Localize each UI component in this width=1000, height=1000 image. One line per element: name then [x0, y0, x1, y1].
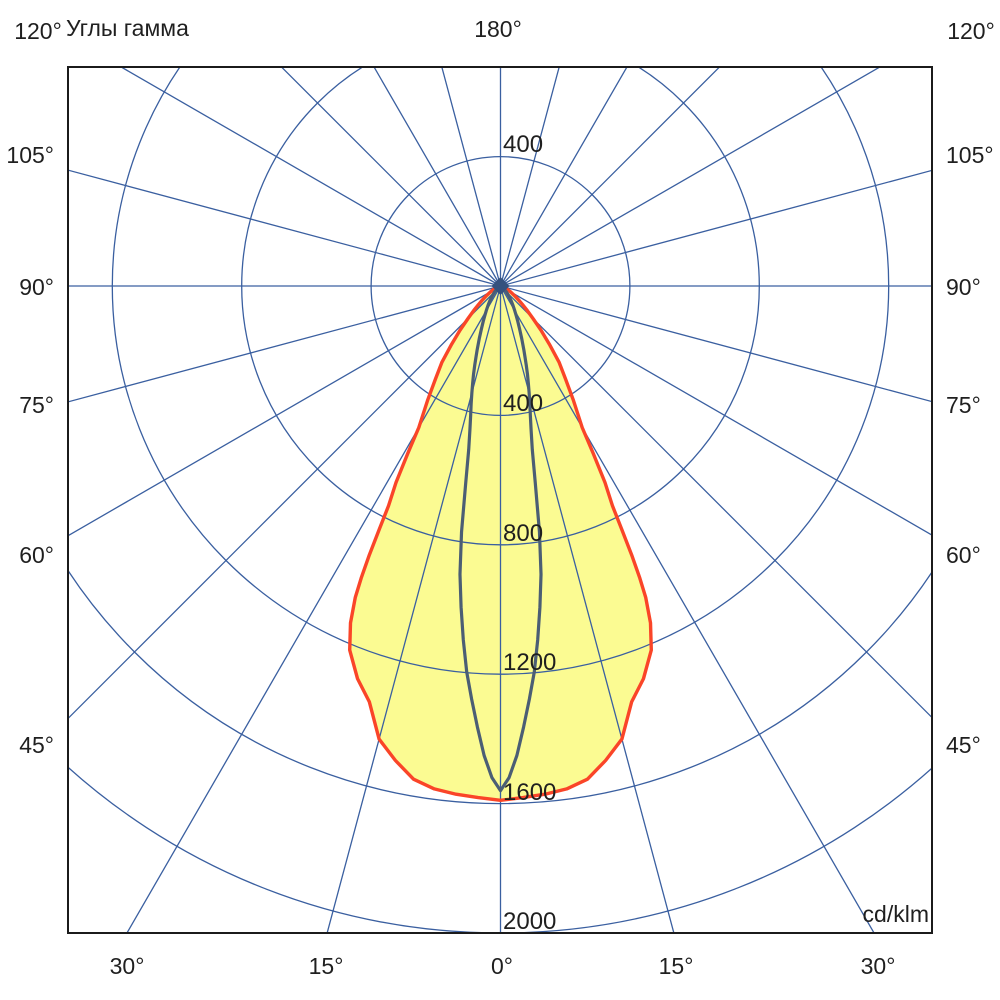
- ring-value-label: 800: [503, 520, 543, 547]
- gamma-angle-label: 15°: [309, 953, 344, 979]
- unit-label: cd/klm: [862, 901, 929, 927]
- grid-ray: [500, 67, 721, 287]
- gamma-angle-label: 60°: [946, 542, 981, 568]
- grid-ray: [68, 285, 501, 537]
- gamma-angle-label: 180°: [474, 16, 522, 42]
- grid-ray: [500, 169, 932, 287]
- gamma-angle-label: 105°: [6, 142, 54, 168]
- grid-ring: [241, 67, 760, 546]
- gamma-angle-label: 30°: [861, 953, 896, 979]
- grid-ray: [326, 285, 502, 933]
- ring-value-label: 1600: [503, 779, 556, 806]
- grid-ray: [68, 285, 501, 403]
- gamma-angle-label: 15°: [659, 953, 694, 979]
- grid-ray: [441, 67, 502, 287]
- gamma-angle-label: 75°: [19, 392, 54, 418]
- ring-value-label: 1200: [503, 649, 556, 676]
- gamma-angle-label: 75°: [946, 392, 981, 418]
- gamma-angle-label: 45°: [19, 732, 54, 758]
- gamma-angle-label: 60°: [19, 542, 54, 568]
- ring-value-label: 400: [503, 131, 543, 158]
- narrow-beam-curve: [458, 284, 543, 793]
- gamma-angle-label: 45°: [946, 732, 981, 758]
- gamma-angle-label: 120°: [947, 18, 995, 44]
- gamma-angle-label: 30°: [110, 953, 145, 979]
- grid-ray: [280, 67, 501, 287]
- chart-title: Углы гамма: [66, 15, 189, 41]
- beam-lobe-outline: [348, 284, 653, 803]
- grid-ring: [370, 155, 631, 417]
- grid-ring: [111, 67, 890, 675]
- grid-ray: [499, 67, 628, 287]
- grid-ray: [499, 67, 560, 287]
- grid-ray: [119, 67, 501, 287]
- center-marker: [491, 277, 510, 295]
- gamma-angle-label: 120°: [14, 18, 62, 44]
- gamma-angle-label: 90°: [946, 274, 981, 300]
- grid-ray: [68, 285, 501, 720]
- plot-frame: [67, 66, 933, 934]
- grid-ray: [499, 285, 875, 933]
- ring-value-label: 2000: [503, 908, 556, 935]
- grid-ray: [68, 169, 501, 287]
- gamma-angle-label: 0°: [491, 953, 513, 979]
- grid-ring: [68, 568, 932, 805]
- gamma-angle-label: 105°: [946, 142, 994, 168]
- ring-value-label: 400: [503, 390, 543, 417]
- grid-ray: [126, 285, 502, 933]
- grid-ray: [500, 67, 882, 287]
- gamma-angle-label: 90°: [19, 274, 54, 300]
- grid-ray: [500, 285, 932, 536]
- grid-ray: [499, 285, 675, 933]
- grid-ray: [500, 285, 932, 403]
- grid-ray: [500, 285, 932, 719]
- grid-ray: [373, 67, 502, 287]
